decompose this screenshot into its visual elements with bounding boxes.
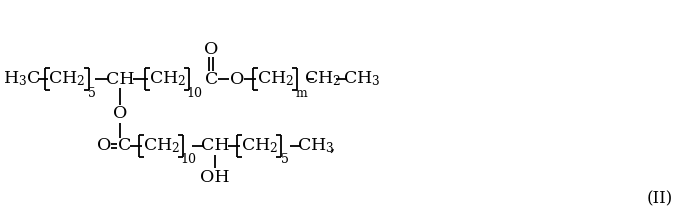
Text: m: m bbox=[295, 86, 307, 99]
Text: $\mathregular{CH_2}$: $\mathregular{CH_2}$ bbox=[240, 137, 278, 155]
Text: CH: CH bbox=[106, 71, 135, 88]
Text: ,: , bbox=[329, 137, 335, 154]
Text: O: O bbox=[97, 137, 112, 154]
Text: CH: CH bbox=[201, 137, 229, 154]
Text: $\mathregular{CH_2}$: $\mathregular{CH_2}$ bbox=[257, 70, 294, 88]
Text: $\mathregular{CH_3}$: $\mathregular{CH_3}$ bbox=[297, 137, 335, 155]
Text: $\mathregular{CH_2}$: $\mathregular{CH_2}$ bbox=[143, 137, 180, 155]
Text: $\mathregular{H_3C}$: $\mathregular{H_3C}$ bbox=[3, 70, 41, 88]
Text: C: C bbox=[117, 137, 131, 154]
Text: $\mathregular{CH_2}$: $\mathregular{CH_2}$ bbox=[149, 70, 186, 88]
Text: (II): (II) bbox=[647, 190, 673, 207]
Text: $\mathregular{CH_2}$: $\mathregular{CH_2}$ bbox=[304, 70, 342, 88]
Text: O: O bbox=[230, 71, 245, 88]
Text: O: O bbox=[113, 106, 128, 123]
Text: 5: 5 bbox=[87, 86, 96, 99]
Text: OH: OH bbox=[201, 169, 230, 186]
Text: $\mathregular{CH_2}$: $\mathregular{CH_2}$ bbox=[48, 70, 85, 88]
Text: O: O bbox=[204, 41, 218, 58]
Text: 10: 10 bbox=[186, 86, 202, 99]
Text: 10: 10 bbox=[180, 153, 196, 166]
Text: C: C bbox=[205, 71, 218, 88]
Text: $\mathregular{CH_3}$: $\mathregular{CH_3}$ bbox=[343, 70, 380, 88]
Text: 5: 5 bbox=[281, 153, 289, 166]
